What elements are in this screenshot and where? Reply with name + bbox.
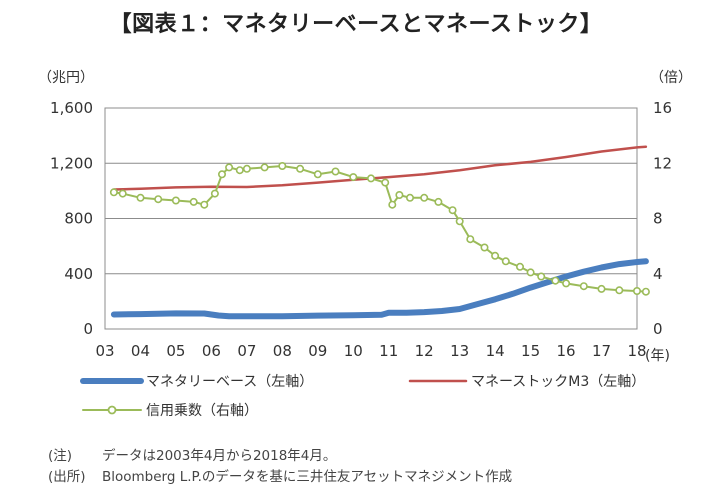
series-point [641,287,650,296]
series-point [189,197,198,206]
left-axis-ticks: 0 400 800 1,200 1,600 [50,99,93,338]
series-point [455,217,464,226]
notes: (注) データは2003年4月から2018年4月。 (出所) Bloomberg L… [48,446,512,488]
left-axis-unit: （兆円） [38,70,94,86]
gridlines [104,107,638,330]
series-point [632,286,641,295]
series-point [242,164,251,173]
series-point [235,166,244,175]
series-point [388,200,397,209]
series-point [434,197,443,206]
legend-label-1: マネーストックM3（左軸） [471,374,645,390]
series-point [466,235,475,244]
source-label: (出所) [48,469,86,485]
note-label: (注) [48,448,73,464]
source-row: (出所) Bloomberg L.P.のデータを基に三井住友アセットマネジメント作… [48,467,512,488]
x-tick-label: 15 [521,342,540,360]
x-tick-label: 04 [131,342,150,360]
series-point [562,279,571,288]
series-point [200,200,209,209]
series-point [448,206,457,215]
right-tick-label: 4 [653,265,663,283]
x-tick-label: 16 [557,342,576,360]
series-point [296,164,305,173]
x-tick-label: 08 [273,342,292,360]
series-point [366,174,375,183]
series-point [480,243,489,252]
series-point [615,286,624,295]
series-point [278,162,287,171]
x-tick-label: 18 [627,342,646,360]
series-point [331,167,340,176]
series-line-1 [112,145,648,191]
series-point [405,193,414,202]
series-point [218,170,227,179]
x-tick-label: 07 [237,342,256,360]
series-point [210,189,219,198]
series-point [381,178,390,187]
note-text: データは2003年4月から2018年4月。 [102,448,337,464]
series-point [118,189,127,198]
legend-label-2: 信用乗数（右軸） [146,403,258,419]
series-line-2 [112,165,647,293]
left-tick-label: 800 [64,210,93,228]
x-axis-ticks: 03 04 05 06 07 08 09 10 11 12 13 14 15 16 17 18 [95,342,646,360]
chart-title: 【図表１：マネタリーベースとマネーストック】 [109,12,603,37]
series-point [136,193,145,202]
right-axis-unit: （倍） [650,70,692,86]
right-tick-label: 0 [653,320,663,338]
series-point [313,170,322,179]
source-text: Bloomberg L.P.のデータを基に三井住友アセットマネジメント作成 [102,469,513,485]
left-tick-label: 1,200 [50,154,93,172]
x-tick-label: 06 [202,342,221,360]
series-point [501,257,510,266]
left-tick-label: 1,600 [50,99,93,117]
left-tick-label: 0 [83,320,93,338]
series-point [515,262,524,271]
x-tick-label: 05 [166,342,185,360]
series-point [420,193,429,202]
series-line-0 [110,258,649,320]
series-point [260,163,269,172]
legend: マネタリーベース（左軸） マネーストックM3（左軸） 信用乗数（右軸） [80,374,645,419]
x-axis-unit: (年) [645,348,670,364]
x-tick-label: 11 [379,342,398,360]
x-tick-label: 09 [308,342,327,360]
series-point [225,163,234,172]
x-tick-label: 14 [486,342,505,360]
x-tick-label: 17 [592,342,611,360]
series-point [579,282,588,291]
legend-marker-2 [107,405,117,415]
series-point [491,251,500,260]
right-tick-label: 12 [653,154,672,172]
series-point [526,268,535,277]
x-tick-label: 03 [95,342,114,360]
left-tick-label: 400 [64,265,93,283]
right-tick-label: 16 [653,99,672,117]
x-tick-label: 10 [344,342,363,360]
note-row: (注) データは2003年4月から2018年4月。 [48,446,512,467]
series-layer [109,145,650,320]
x-tick-label: 13 [450,342,469,360]
series-point [109,188,118,197]
series-point [551,276,560,285]
right-axis-ticks: 0 4 8 12 16 [653,99,672,338]
series-point [395,191,404,200]
series-point [597,284,606,293]
series-point [349,173,358,182]
series-point [171,196,180,205]
legend-label-0: マネタリーベース（左軸） [146,374,313,390]
series-point [537,272,546,281]
x-tick-label: 12 [415,342,434,360]
right-tick-label: 8 [653,210,663,228]
series-point [154,195,163,204]
